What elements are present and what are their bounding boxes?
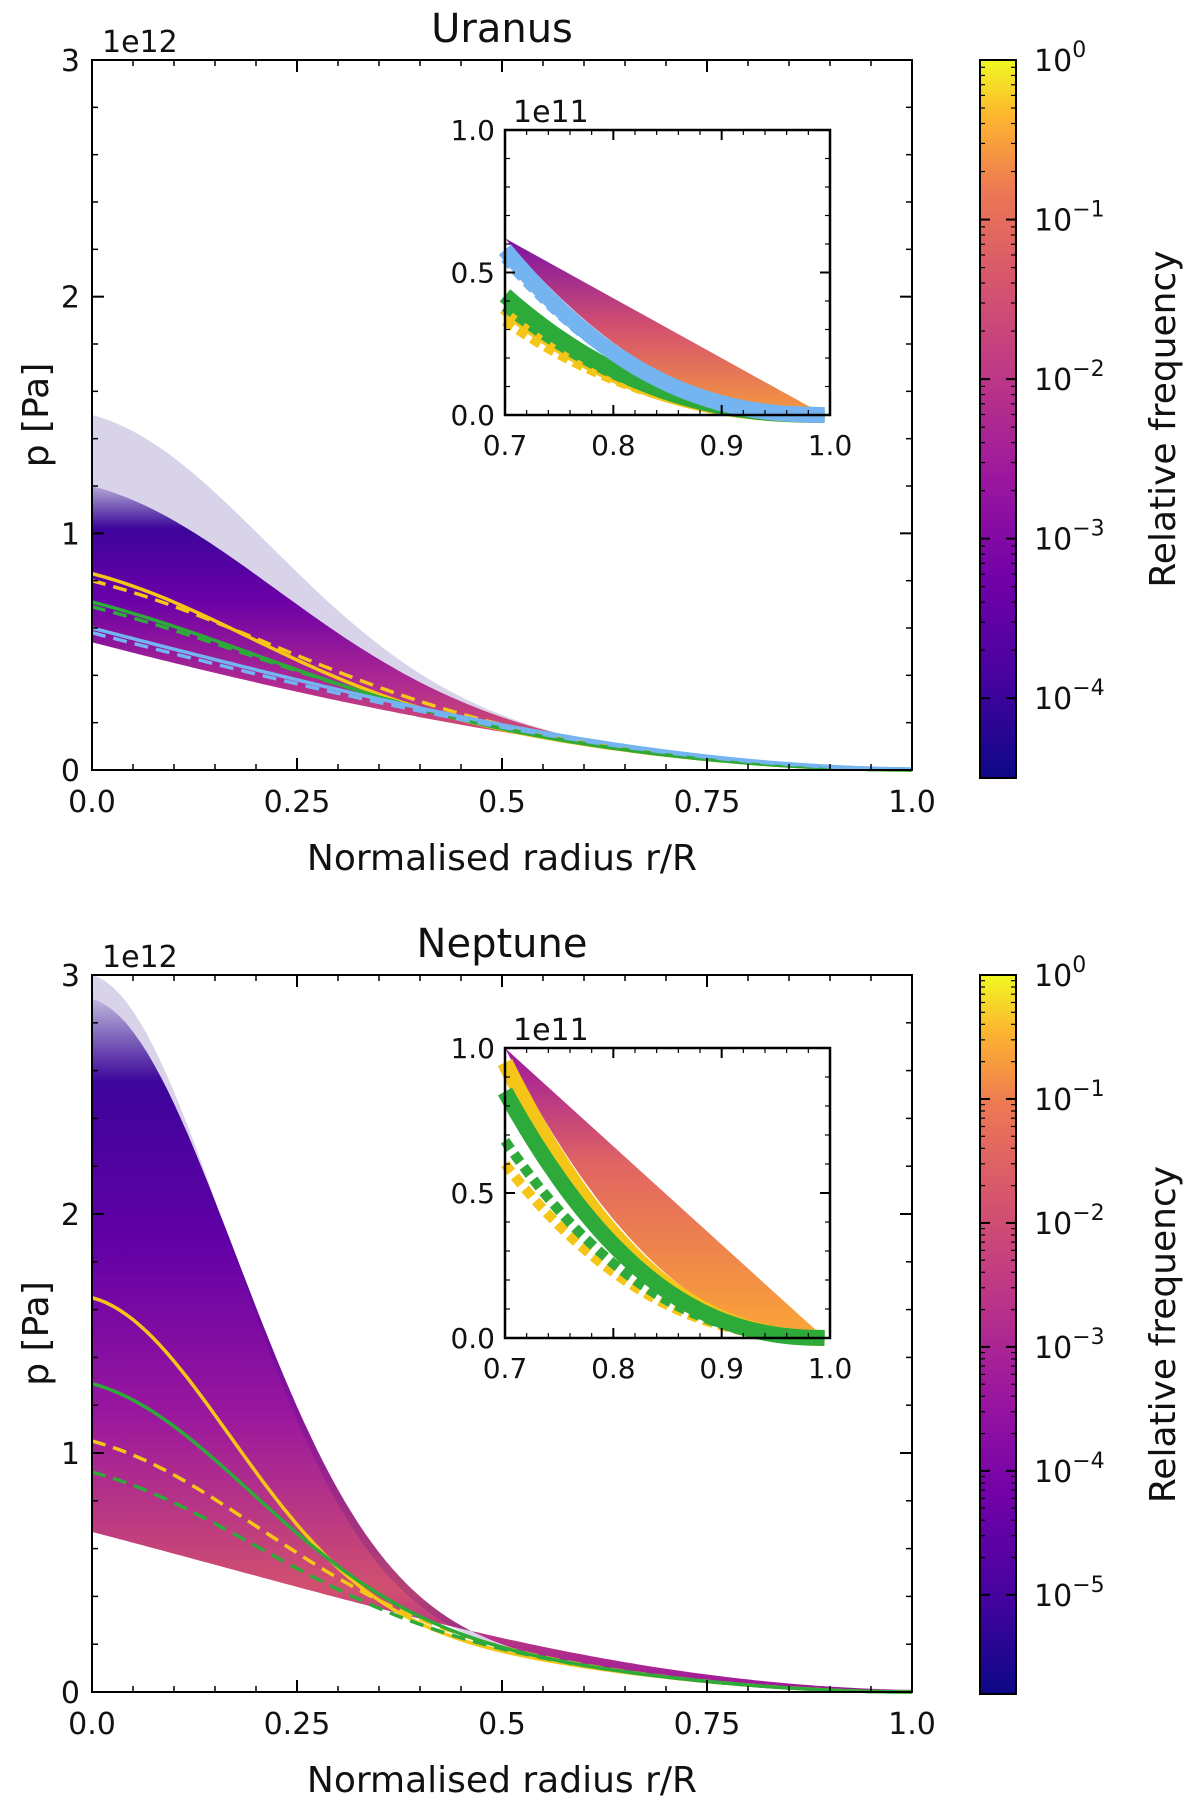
series-line-blue-dashed bbox=[91, 631, 913, 772]
x-tick-label: 0.75 bbox=[674, 785, 741, 820]
colorbar: 100 10−1 10−2 10−3 10−4 10−5 Relative frequenc… bbox=[979, 953, 1184, 1695]
inset-x-tick-label: 0.7 bbox=[483, 429, 528, 462]
probability-band bbox=[92, 998, 912, 1692]
inset-x-tick-label: 0.9 bbox=[699, 1352, 744, 1385]
inset-x-tick-label: 0.9 bbox=[699, 429, 744, 462]
y-tick-label: 1 bbox=[61, 517, 80, 552]
inset-axes: 0.7 0.8 0.9 1.0 0.0 0.5 1.0 1e11 bbox=[450, 95, 852, 462]
x-axis-title: Normalised radius r/R bbox=[307, 838, 697, 879]
inset-series-green-dashed bbox=[500, 1137, 825, 1343]
inset-probability-band bbox=[505, 238, 825, 415]
panel-title: Neptune bbox=[417, 921, 588, 967]
inset-x-tick-label: 0.8 bbox=[591, 1352, 636, 1385]
uranus-panel: 0.0 0.25 0.5 0.75 1.0 0 1 2 3 Uranus 1e12 Normalise… bbox=[16, 6, 1184, 879]
y-tick-label: 3 bbox=[61, 959, 80, 994]
inset-y-tick-label: 0.5 bbox=[450, 257, 495, 290]
x-tick-label: 0.5 bbox=[478, 1707, 526, 1742]
colorbar-tick-label: 10−1 bbox=[1034, 198, 1105, 239]
inset-y-multiplier: 1e11 bbox=[513, 95, 589, 130]
colorbar: 100 10−1 10−2 10−3 10−4 Relative frequency bbox=[979, 38, 1184, 779]
inset-y-tick-label: 1.0 bbox=[450, 1032, 495, 1065]
y-tick-label: 0 bbox=[61, 1676, 80, 1711]
y-tick-label: 2 bbox=[61, 281, 80, 316]
inset-x-tick-label: 0.7 bbox=[483, 1352, 528, 1385]
colorbar-tick-label: 10−4 bbox=[1034, 1449, 1105, 1490]
inset-y-tick-label: 0.0 bbox=[450, 1322, 495, 1355]
neptune-panel: 0.0 0.25 0.5 0.75 1.0 0 1 2 3 Neptune 1e12 Normalis… bbox=[16, 921, 1184, 1801]
colorbar-tick-label: 100 bbox=[1034, 38, 1086, 79]
colorbar-tick-label: 100 bbox=[1034, 953, 1086, 994]
x-tick-label: 1.0 bbox=[888, 1707, 936, 1742]
inset-y-tick-label: 0.0 bbox=[450, 399, 495, 432]
series-line-green-dashed bbox=[91, 1470, 912, 1694]
colorbar-label: Relative frequency bbox=[1143, 250, 1184, 587]
inset-axes: 0.7 0.8 0.9 1.0 0.0 0.5 1.0 1e11 bbox=[450, 1013, 852, 1385]
colorbar-tick-label: 10−3 bbox=[1034, 517, 1105, 558]
colorbar-gradient bbox=[979, 974, 1017, 1695]
inset-x-tick-label: 1.0 bbox=[808, 1352, 853, 1385]
colorbar-tick-label: 10−3 bbox=[1034, 1325, 1105, 1366]
y-axis-title: p [Pa] bbox=[16, 1281, 57, 1386]
y-tick-label: 1 bbox=[61, 1437, 80, 1472]
x-tick-label: 0.25 bbox=[264, 1707, 331, 1742]
inset-x-tick-label: 1.0 bbox=[808, 429, 853, 462]
x-tick-label: 0.5 bbox=[478, 785, 526, 820]
y-axis-title: p [Pa] bbox=[16, 363, 57, 468]
colorbar-tick-label: 10−1 bbox=[1034, 1077, 1105, 1118]
y-tick-label: 0 bbox=[61, 754, 80, 789]
inset-y-multiplier: 1e11 bbox=[513, 1013, 589, 1048]
y-tick-label: 2 bbox=[61, 1198, 80, 1233]
x-tick-label: 0.0 bbox=[68, 785, 116, 820]
series-line-blue-solid bbox=[91, 626, 913, 771]
colorbar-tick-label: 10−5 bbox=[1034, 1573, 1105, 1614]
colorbar-tick-label: 10−2 bbox=[1034, 357, 1105, 398]
y-tick-label: 3 bbox=[61, 44, 80, 79]
inset-x-tick-label: 0.8 bbox=[591, 429, 636, 462]
inset-probability-band bbox=[505, 1048, 825, 1338]
inset-y-tick-label: 1.0 bbox=[450, 114, 495, 147]
x-tick-label: 1.0 bbox=[888, 785, 936, 820]
inset-y-tick-label: 0.5 bbox=[450, 1177, 495, 1210]
x-tick-label: 0.0 bbox=[68, 1707, 116, 1742]
x-tick-label: 0.75 bbox=[674, 1707, 741, 1742]
x-axis-title: Normalised radius r/R bbox=[307, 1760, 697, 1801]
x-tick-label: 0.25 bbox=[264, 785, 331, 820]
y-multiplier: 1e12 bbox=[102, 940, 178, 975]
probability-band bbox=[92, 486, 912, 770]
colorbar-tick-label: 10−4 bbox=[1034, 676, 1105, 717]
colorbar-label: Relative frequency bbox=[1143, 1166, 1184, 1503]
colorbar-tick-label: 10−2 bbox=[1034, 1201, 1105, 1242]
colorbar-gradient bbox=[979, 59, 1017, 779]
y-multiplier: 1e12 bbox=[102, 25, 178, 60]
panel-title: Uranus bbox=[431, 6, 573, 52]
